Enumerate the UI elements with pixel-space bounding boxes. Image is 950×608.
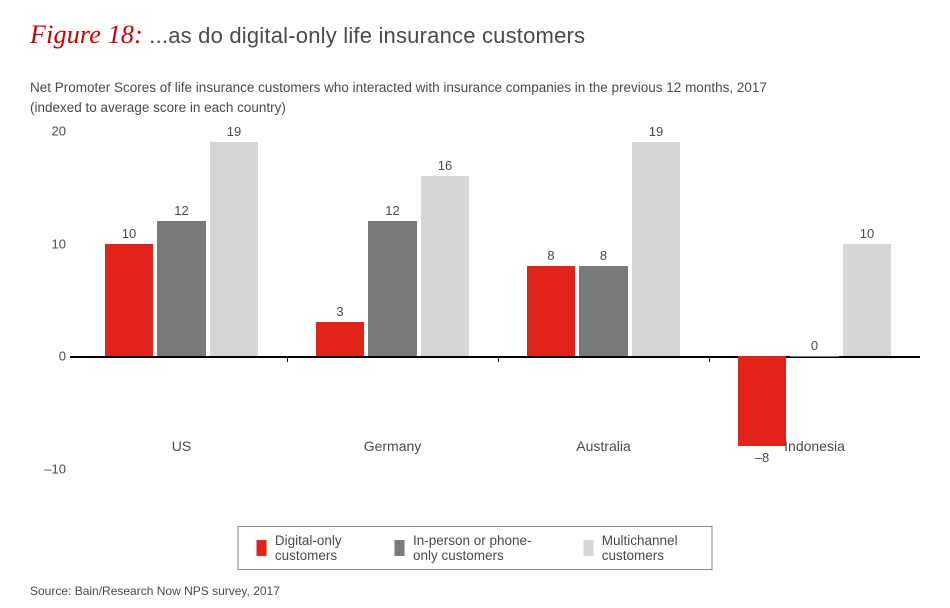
bar bbox=[790, 356, 839, 357]
bar-value-label: 12 bbox=[385, 203, 399, 218]
bar bbox=[843, 244, 892, 357]
source-text: Source: Bain/Research Now NPS survey, 20… bbox=[30, 584, 280, 598]
legend-label: In-person or phone-only customers bbox=[413, 533, 549, 563]
bar bbox=[210, 142, 259, 356]
legend-swatch bbox=[395, 540, 405, 556]
bar-value-label: 12 bbox=[174, 203, 188, 218]
figure-heading: Figure 18: ...as do digital-only life in… bbox=[30, 20, 920, 50]
bar bbox=[632, 142, 681, 356]
bar-value-label: 16 bbox=[438, 158, 452, 173]
x-axis-minor-tick bbox=[709, 356, 710, 362]
legend-item: Multichannel customers bbox=[583, 533, 693, 563]
bar-value-label: 10 bbox=[122, 226, 136, 241]
bar bbox=[105, 244, 154, 357]
figure-number: Figure 18: bbox=[30, 20, 143, 49]
legend-swatch bbox=[257, 540, 267, 556]
y-axis: –1001020 bbox=[30, 131, 70, 491]
bar-value-label: 10 bbox=[860, 226, 874, 241]
legend-swatch bbox=[583, 540, 593, 556]
legend-label: Multichannel customers bbox=[602, 533, 694, 563]
legend-item: In-person or phone-only customers bbox=[395, 533, 550, 563]
legend-label: Digital-only customers bbox=[275, 533, 361, 563]
bar-value-label: 19 bbox=[649, 124, 663, 139]
legend: Digital-only customers In-person or phone… bbox=[238, 526, 713, 570]
bar-value-label: 19 bbox=[227, 124, 241, 139]
bar-value-label: 0 bbox=[811, 338, 818, 353]
plot-region: 101219US31216Germany8819Australia–8010In… bbox=[76, 131, 920, 491]
legend-item: Digital-only customers bbox=[257, 533, 361, 563]
y-tick-label: 10 bbox=[52, 236, 66, 251]
x-axis-minor-tick bbox=[498, 356, 499, 362]
bar bbox=[316, 322, 365, 356]
subtitle-line-2: (indexed to average score in each countr… bbox=[30, 100, 286, 115]
y-tick-label: 0 bbox=[59, 349, 66, 364]
bar bbox=[421, 176, 470, 356]
bar-value-label: 8 bbox=[600, 248, 607, 263]
y-tick-label: 20 bbox=[52, 124, 66, 139]
bar bbox=[527, 266, 576, 356]
chart-area: –1001020 101219US31216Germany8819Austral… bbox=[30, 131, 920, 491]
y-tick-label: –10 bbox=[44, 461, 66, 476]
category-label: Germany bbox=[364, 438, 422, 454]
bar-value-label: 8 bbox=[547, 248, 554, 263]
bar-value-label: 3 bbox=[336, 304, 343, 319]
bar bbox=[157, 221, 206, 356]
figure-title: ...as do digital-only life insurance cus… bbox=[149, 23, 585, 48]
category-label: Indonesia bbox=[784, 438, 845, 454]
subtitle-line-1: Net Promoter Scores of life insurance cu… bbox=[30, 80, 767, 95]
bar-value-label: –8 bbox=[755, 450, 769, 465]
bar bbox=[368, 221, 417, 356]
bar bbox=[738, 356, 787, 446]
chart-subtitle: Net Promoter Scores of life insurance cu… bbox=[30, 78, 920, 117]
x-axis-minor-tick bbox=[287, 356, 288, 362]
bar bbox=[579, 266, 628, 356]
category-label: Australia bbox=[576, 438, 630, 454]
category-label: US bbox=[172, 438, 191, 454]
